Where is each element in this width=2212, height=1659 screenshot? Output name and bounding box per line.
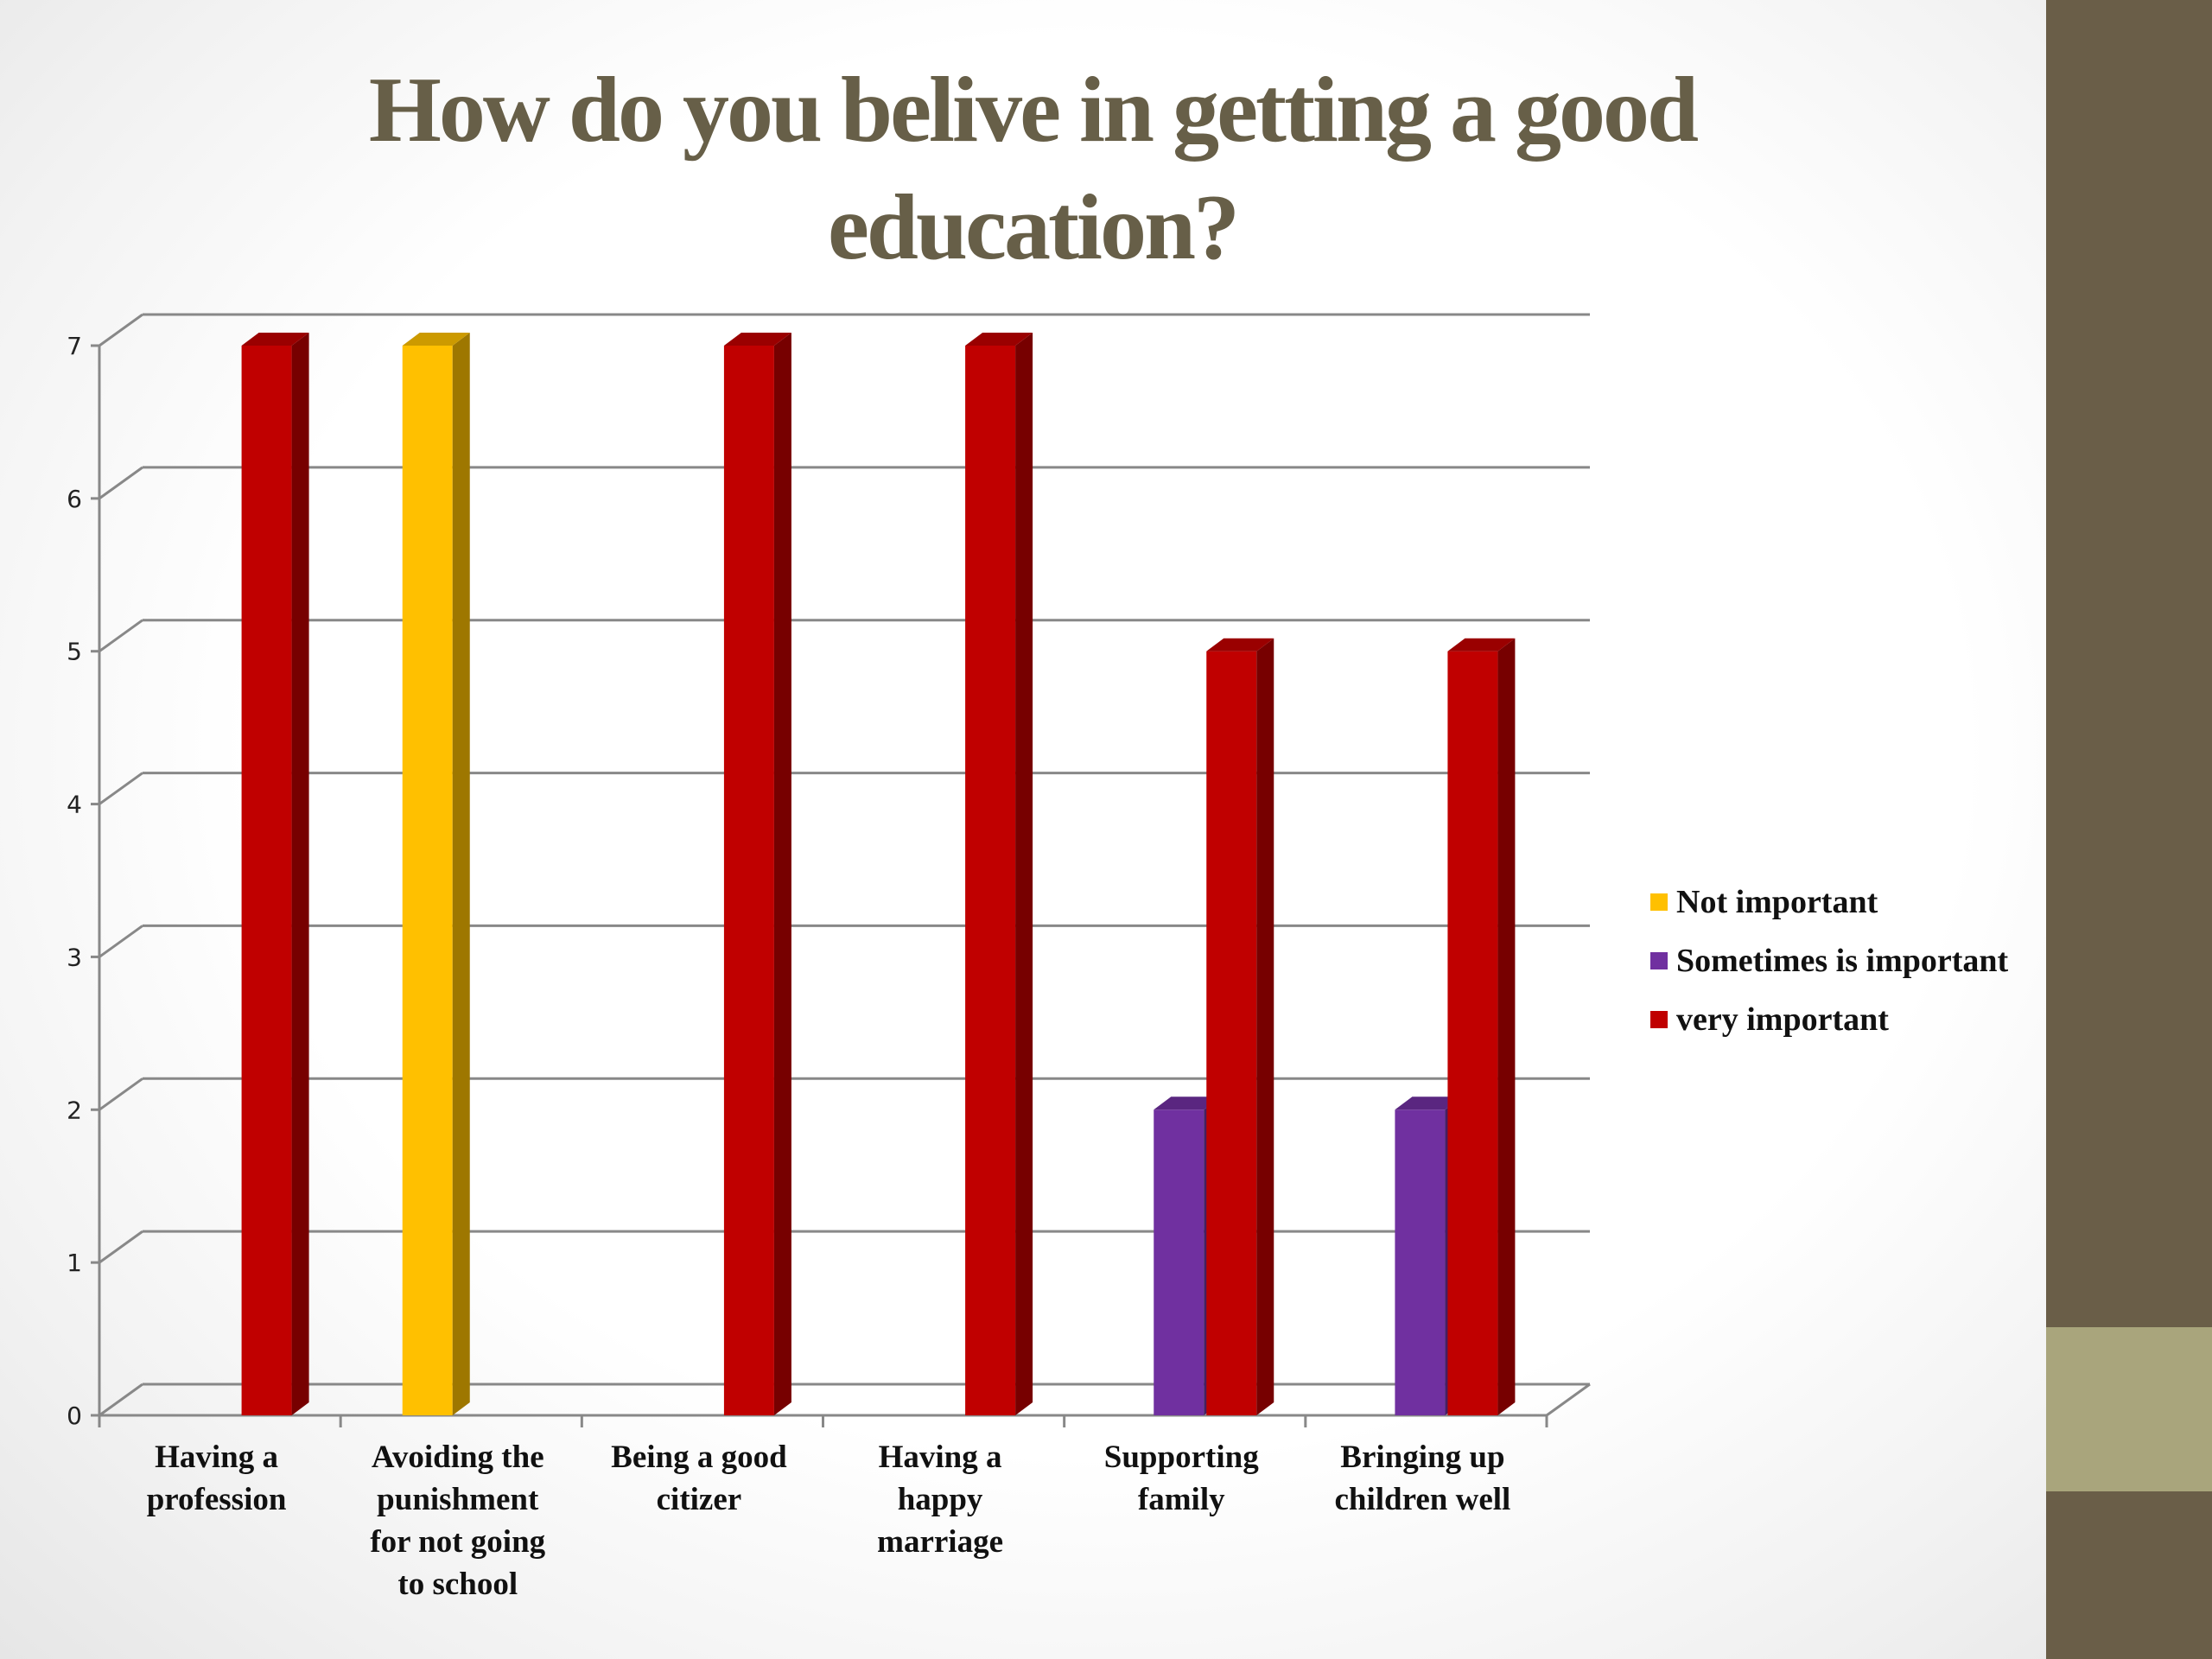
bar-top: [1154, 1096, 1222, 1110]
x-category-label-line: Bringing up: [1340, 1440, 1504, 1475]
legend-label-very-important: very important: [1676, 1001, 1889, 1038]
gridline-diagonal: [99, 772, 143, 805]
y-tick-label: 5: [67, 638, 82, 666]
bar-top: [965, 333, 1033, 346]
y-tick-label: 7: [67, 332, 82, 360]
legend-item-very-important: very important: [1650, 990, 2008, 1049]
x-category-label-line: family: [1138, 1482, 1225, 1517]
x-category-label-line: Having a: [155, 1440, 278, 1475]
gridline-diagonal: [99, 466, 143, 500]
x-category-label: Having a happy marriage: [877, 1440, 1003, 1560]
bar: [241, 346, 292, 1415]
bar-side: [1256, 638, 1274, 1415]
gridline-diagonal: [99, 1230, 143, 1264]
gridline-diagonal: [99, 925, 143, 958]
y-tick-label: 4: [67, 791, 82, 819]
bar-side: [452, 333, 470, 1415]
x-category-label-line: citizer: [657, 1482, 742, 1517]
bar-side: [773, 333, 791, 1415]
y-tick-label: 3: [67, 943, 82, 971]
gridline-diagonal: [99, 619, 143, 652]
x-category-label-line: happy: [898, 1482, 983, 1517]
x-category-label-line: children well: [1334, 1482, 1510, 1517]
gridline-diagonal: [99, 1077, 143, 1111]
x-category-label-line: Supporting: [1104, 1440, 1259, 1475]
x-category-label-line: Avoiding the: [372, 1440, 544, 1475]
bar-top: [402, 333, 470, 346]
gridline-diagonal: [99, 313, 143, 347]
bar-side: [1497, 638, 1516, 1415]
bar-side: [291, 333, 309, 1415]
bar: [965, 346, 1016, 1415]
gridline-diagonal: [99, 1382, 143, 1417]
x-category-label-line: to school: [397, 1567, 518, 1602]
legend-label-sometimes-important: Sometimes is important: [1676, 943, 2009, 979]
chart-title-line-2: education?: [827, 176, 1240, 279]
legend-item-not-important: Not important: [1650, 873, 2008, 931]
y-tick-label: 0: [67, 1402, 82, 1430]
bar: [402, 346, 453, 1415]
x-category-label-line: profession: [147, 1482, 287, 1517]
legend-label-not-important: Not important: [1676, 884, 1878, 920]
bar: [1206, 651, 1257, 1415]
x-category-label: Being a good citizer: [611, 1440, 787, 1517]
bar: [1154, 1109, 1205, 1415]
legend-swatch-sometimes-important: [1650, 952, 1668, 969]
chart-legend: Not important Sometimes is important ver…: [1650, 873, 2008, 1049]
x-category-label: Having a profession: [147, 1440, 287, 1517]
legend-swatch-not-important: [1650, 893, 1668, 911]
x-category-label: Avoiding the punishment for not going to sc…: [370, 1440, 545, 1602]
chart-title: How do you belive in getting a good educ…: [207, 52, 1858, 287]
x-category-label-line: Being a good: [611, 1440, 787, 1475]
x-category-label-line: punishment: [377, 1482, 539, 1517]
x-category-label: Bringing up children well: [1334, 1440, 1510, 1517]
bar-top: [723, 333, 791, 346]
x-category-label-line: marriage: [877, 1524, 1003, 1560]
legend-swatch-very-important: [1650, 1011, 1668, 1028]
floor-right-edge: [1546, 1382, 1591, 1417]
slide-side-accent: [2046, 1327, 2212, 1491]
bar-top: [1395, 1096, 1463, 1110]
x-category-label: Supporting family: [1104, 1440, 1259, 1517]
bar: [723, 346, 774, 1415]
y-tick-label: 1: [67, 1249, 82, 1277]
y-tick-label: 2: [67, 1096, 82, 1124]
bar: [1395, 1109, 1446, 1415]
bar-top: [241, 333, 309, 346]
chart-title-line-1: How do you belive in getting a good: [368, 59, 1699, 162]
x-category-label-line: for not going: [370, 1524, 545, 1560]
bar-top: [1206, 638, 1274, 652]
bar-side: [1015, 333, 1033, 1415]
y-tick-label: 6: [67, 485, 82, 513]
legend-item-sometimes-important: Sometimes is important: [1650, 931, 2008, 990]
x-category-label-line: Having a: [879, 1440, 1002, 1475]
bar: [1447, 651, 1498, 1415]
bar-top: [1447, 638, 1516, 652]
